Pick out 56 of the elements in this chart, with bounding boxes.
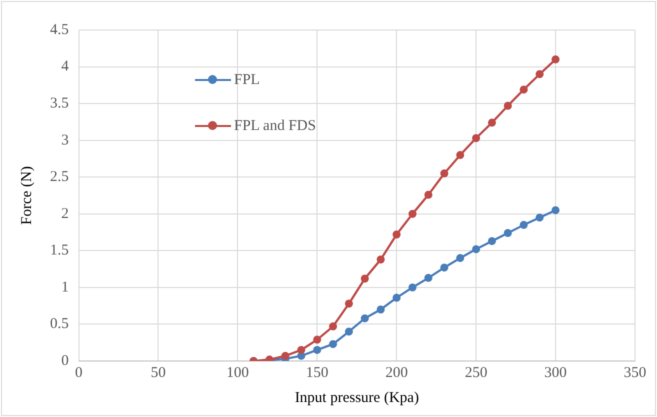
x-tick-label: 300 [544,364,567,381]
y-tick-label: 1.5 [50,242,69,259]
point [504,102,512,110]
y-tick-label: 4.5 [50,22,69,38]
point [472,134,480,142]
y-tick-label: 0.5 [50,316,69,332]
x-tick-label: 0 [75,364,82,381]
y-tick-label: 3 [61,132,69,148]
y-tick-label: 1 [61,279,69,296]
point [536,70,544,78]
point [440,169,448,178]
point [392,294,401,302]
legend-label: FPL [234,72,260,88]
point [408,210,416,218]
point [472,245,480,254]
point [376,255,385,264]
point [392,230,401,238]
y-tick-label: 3.5 [50,95,69,112]
point [329,340,338,348]
point [552,55,560,64]
point [313,336,322,344]
point [456,151,464,160]
y-tick-label: 2.5 [50,169,69,186]
y-tick-label: 0 [61,352,69,369]
x-tick-label: 350 [624,364,646,381]
x-tick-label: 250 [464,364,488,381]
y-tick-label: 4 [61,58,70,75]
point [408,283,416,292]
point [297,346,306,354]
y-axis-title: Force (N) [18,166,35,225]
point [520,220,528,229]
point [488,237,496,246]
x-tick-label: 200 [385,364,408,381]
y-tick-label: 2 [61,206,69,222]
x-tick-label: 150 [306,364,328,381]
point [313,346,322,354]
point [440,264,448,272]
point [376,306,385,314]
x-axis-title: Input pressure (Kpa) [294,390,419,406]
point [360,314,369,322]
point [488,118,496,127]
point [424,274,432,282]
legend-label: FPL and FDS [234,118,316,134]
point [504,229,512,238]
x-tick-label: 100 [226,364,249,381]
point [424,190,432,199]
point [456,254,464,262]
point [329,322,338,330]
point [344,328,353,336]
point [360,274,369,283]
point [536,214,544,222]
point [520,86,528,94]
point [281,352,290,360]
x-tick-label: 50 [150,364,166,381]
point [552,206,560,214]
point [344,300,353,308]
